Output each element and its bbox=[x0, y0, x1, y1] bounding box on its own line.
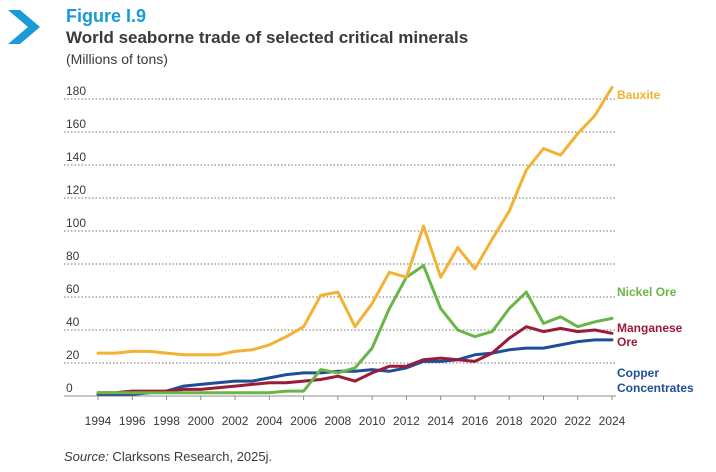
series-label-nickel-ore: Nickel Ore bbox=[617, 285, 677, 299]
x-tick-label: 2002 bbox=[222, 414, 249, 428]
source-text: Clarksons Research, 2025j. bbox=[108, 449, 273, 464]
series-line-copper-concentrates bbox=[96, 338, 614, 396]
x-tick-label: 2012 bbox=[393, 414, 420, 428]
series-line-nickel-ore bbox=[96, 264, 614, 395]
chart-title: World seaborne trade of selected critica… bbox=[66, 28, 469, 47]
y-tick-label: 160 bbox=[66, 117, 86, 131]
x-tick-label: 2018 bbox=[496, 414, 523, 428]
chevron-right-icon bbox=[8, 10, 40, 44]
x-tick-label: 2016 bbox=[462, 414, 489, 428]
series-line-manganese-ore bbox=[96, 325, 614, 395]
y-tick-label: 0 bbox=[66, 381, 73, 395]
source-note: Source: Clarksons Research, 2025j. bbox=[64, 449, 272, 464]
y-tick-label: 80 bbox=[66, 249, 80, 263]
x-tick-label: 2006 bbox=[290, 414, 317, 428]
x-tick-label: 2020 bbox=[530, 414, 557, 428]
x-tick-label: 2004 bbox=[256, 414, 283, 428]
x-tick-label: 2010 bbox=[359, 414, 386, 428]
y-tick-label: 20 bbox=[66, 348, 80, 362]
chart-subtitle: (Millions of tons) bbox=[66, 51, 168, 67]
x-tick-label: 2024 bbox=[599, 414, 626, 428]
x-tick-label: 1994 bbox=[85, 414, 112, 428]
x-tick-label: 1996 bbox=[119, 414, 146, 428]
y-tick-label: 180 bbox=[66, 84, 86, 98]
x-tick-label: 1998 bbox=[153, 414, 180, 428]
y-tick-label: 120 bbox=[66, 183, 86, 197]
y-tick-label: 40 bbox=[66, 315, 80, 329]
series-label-copper-concentrates: Copper Concentrates bbox=[617, 366, 694, 395]
series-line-bauxite bbox=[96, 85, 614, 357]
source-prefix: Source: bbox=[64, 449, 109, 464]
series-label-manganese-ore: Manganese Ore bbox=[617, 321, 683, 349]
y-tick-label: 100 bbox=[66, 216, 86, 230]
series-label-bauxite: Bauxite bbox=[617, 88, 661, 102]
y-tick-label: 140 bbox=[66, 150, 86, 164]
x-tick-label: 2022 bbox=[564, 414, 591, 428]
figure-label: Figure I.9 bbox=[66, 6, 147, 26]
x-tick-label: 2000 bbox=[187, 414, 214, 428]
x-tick-label: 2008 bbox=[325, 414, 352, 428]
x-tick-label: 2014 bbox=[427, 414, 454, 428]
y-tick-label: 60 bbox=[66, 282, 80, 296]
